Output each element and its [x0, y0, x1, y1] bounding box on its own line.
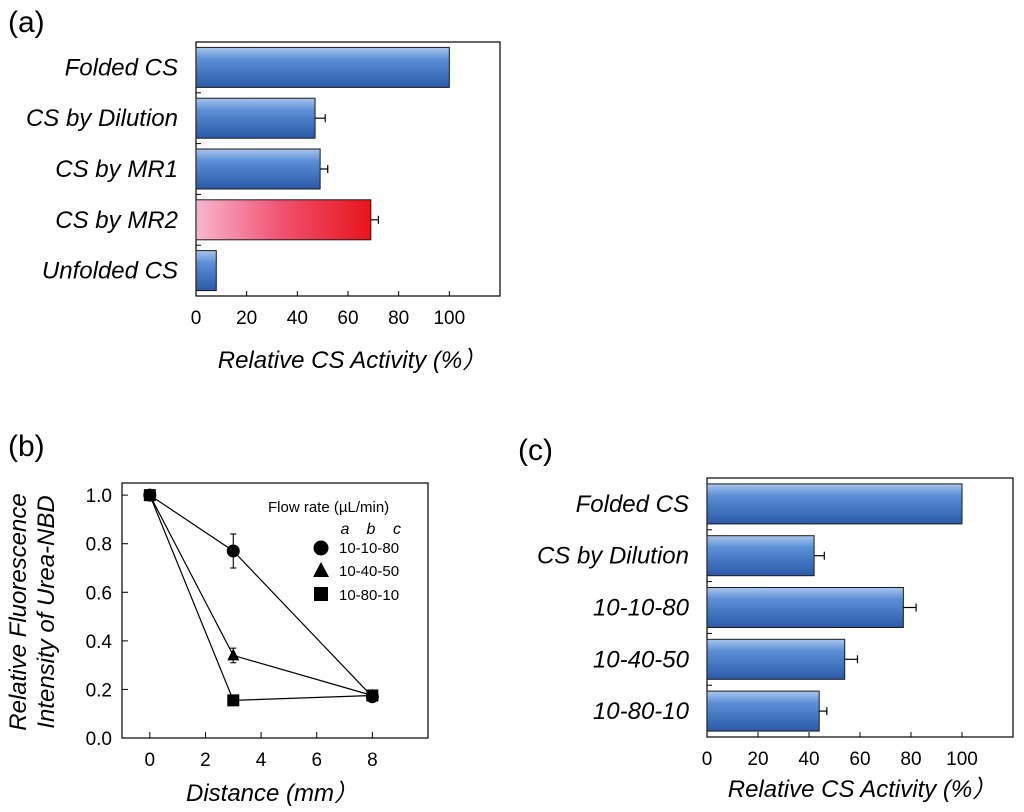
a-x-tick-label-1: 20 [236, 308, 257, 329]
panel-c: (c) Folded CS CS by Dilution 10-10-80 10-40… [518, 434, 1014, 803]
a-x-tick-label-2: 40 [287, 308, 308, 329]
panel-a: (a) Folded CS CS by Dilution CS by MR1 CS b… [8, 6, 501, 374]
panel-c-x-axis-title: Relative CS Activity (%） [728, 776, 997, 803]
panel-b-markers [143, 488, 379, 707]
legend-triangle-marker [313, 562, 329, 577]
b-y-tick-label-3: 0.6 [86, 583, 112, 604]
b-marker-square-1 [227, 694, 240, 707]
c-bar-1 [706, 535, 815, 577]
c-x-tick-label-5: 100 [946, 749, 978, 770]
c-x-tick-label-3: 60 [849, 749, 870, 770]
a-x-tick-label-5: 100 [433, 308, 465, 329]
c-category-label-2: 10-10-80 [593, 595, 690, 622]
b-marker-circle-1 [226, 544, 240, 558]
legend-title: Flow rate (µL/min) [268, 499, 389, 516]
b-marker-square-0 [143, 489, 156, 502]
a-bar-4 [195, 250, 217, 292]
panel-a-x-ticks: 0 20 40 60 80 100 [191, 92, 465, 329]
b-y-tick-label-1: 0.2 [86, 680, 112, 701]
a-bar-0 [195, 46, 450, 88]
panel-c-label: (c) [518, 434, 553, 467]
a-bar-2 [195, 148, 321, 190]
c-bar-4 [706, 690, 820, 732]
panel-b-ticks: 0 2 4 6 8 0.0 0.2 0.4 0.6 0.8 1.0 [86, 486, 378, 771]
panel-b-x-axis-title: Distance (mm） [186, 780, 358, 807]
c-bar-2 [706, 587, 904, 628]
c-bar-0 [706, 483, 963, 525]
legend-square-marker [314, 587, 328, 601]
b-x-tick-label-4: 8 [367, 750, 378, 771]
panel-b: (b) 0 2 4 6 8 0.0 0.2 0.4 0.6 0.8 1.0 Flow rate (µ… [5, 430, 429, 807]
b-x-tick-label-0: 0 [145, 750, 156, 771]
a-category-label-0: Folded CS [65, 54, 178, 81]
a-x-tick-label-0: 0 [191, 308, 202, 329]
b-y-tick-label-4: 0.8 [86, 535, 112, 556]
a-category-label-1: CS by Dilution [26, 105, 178, 132]
panel-c-bars [706, 483, 963, 732]
legend-entry-10-40-50: 10-40-50 [339, 563, 399, 580]
c-x-tick-label-2: 40 [798, 749, 819, 770]
legend-entry-10-80-10: 10-80-10 [339, 587, 399, 604]
panel-a-x-axis-title: Relative CS Activity (%） [218, 347, 487, 374]
a-x-tick-label-3: 60 [337, 308, 358, 329]
b-y-tick-label-2: 0.4 [86, 632, 113, 653]
a-category-label-2: CS by MR1 [55, 156, 178, 183]
c-category-label-3: 10-40-50 [593, 646, 690, 673]
c-category-label-4: 10-80-10 [593, 698, 690, 725]
b-y-tick-label-0: 0.0 [86, 729, 112, 750]
b-x-tick-label-2: 4 [256, 750, 267, 771]
legend-col-b: b [367, 521, 376, 538]
panel-a-bars [195, 46, 450, 292]
b-x-tick-label-1: 2 [200, 750, 211, 771]
a-category-label-3: CS by MR2 [55, 207, 178, 234]
c-x-tick-label-1: 20 [747, 749, 768, 770]
c-bar-3 [706, 638, 846, 680]
b-x-tick-label-3: 6 [311, 750, 322, 771]
panel-c-category-labels: Folded CS CS by Dilution 10-10-80 10-40-50 1… [537, 491, 690, 725]
panel-b-y-axis-title-line1: Relative Fluorescence [5, 493, 32, 730]
c-category-label-0: Folded CS [576, 491, 689, 518]
a-x-tick-label-4: 80 [388, 308, 409, 329]
panel-b-legend: Flow rate (µL/min) a b c 10-10-80 10-40-… [268, 499, 401, 604]
panel-a-label: (a) [8, 6, 45, 39]
a-bar-1 [195, 97, 316, 139]
legend-col-c: c [393, 521, 401, 538]
panel-b-frame [121, 482, 429, 739]
b-marker-triangle-1 [227, 648, 240, 661]
a-bar-3 [195, 199, 372, 241]
legend-circle-marker [313, 540, 329, 556]
panel-c-x-ticks: 0 20 40 60 80 100 [702, 529, 978, 770]
legend-col-a: a [341, 521, 350, 538]
panel-b-label: (b) [8, 430, 45, 463]
c-x-tick-label-0: 0 [702, 749, 713, 770]
a-category-label-4: Unfolded CS [42, 258, 178, 285]
panel-b-y-axis-title-line2: Intensity of Urea-NBD [33, 495, 60, 728]
legend-entry-10-10-80: 10-10-80 [339, 540, 399, 557]
b-y-tick-label-5: 1.0 [86, 486, 112, 507]
b-marker-square-2 [366, 689, 379, 702]
c-category-label-1: CS by Dilution [537, 543, 689, 570]
panel-a-category-labels: Folded CS CS by Dilution CS by MR1 CS by MR… [26, 54, 178, 284]
c-x-tick-label-4: 80 [900, 749, 921, 770]
